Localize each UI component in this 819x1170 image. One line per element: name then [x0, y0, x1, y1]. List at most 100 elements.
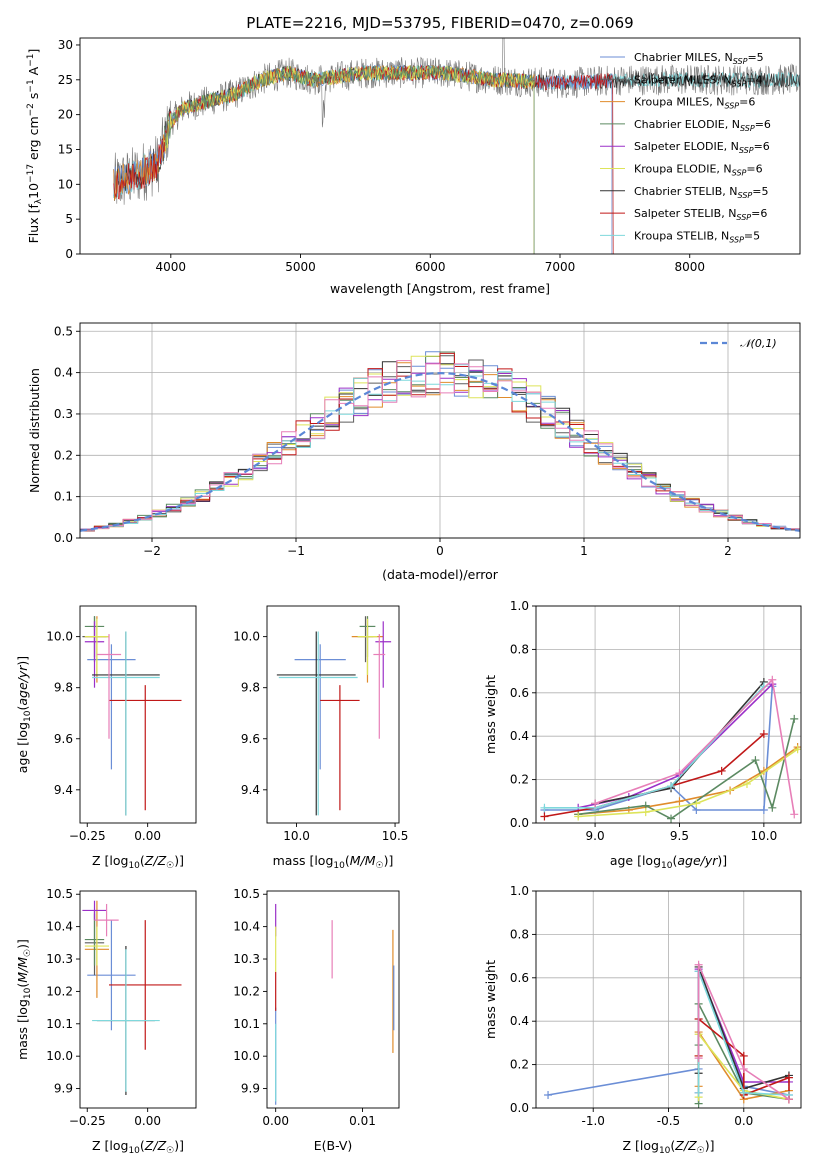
- y-tick-label: 9.9: [241, 1082, 260, 1096]
- series-marker: [759, 805, 768, 814]
- plot-content: [82, 616, 182, 816]
- figure-title: PLATE=2216, MJD=53795, FIBERID=0470, z=0…: [246, 14, 633, 32]
- x-axis-label: mass [log10(M/M☉)]: [273, 853, 394, 871]
- y-tick-label: 9.9: [54, 1082, 73, 1096]
- legend-entry: Salpeter ELODIE, NSSP=6: [634, 140, 770, 155]
- x-tick-label: 6000: [415, 260, 446, 274]
- y-tick-label: 9.6: [54, 732, 73, 746]
- y-tick-label: 0.8: [510, 927, 529, 941]
- y-tick-label: 25: [58, 73, 73, 87]
- y-tick-label: 0.0: [54, 531, 73, 545]
- x-tick-label: 0.0: [734, 1114, 753, 1128]
- x-tick-label: 1: [580, 544, 588, 558]
- series-marker: [739, 1051, 748, 1060]
- gaussian-curve: [80, 371, 800, 532]
- x-axis-label: wavelength [Angstrom, rest frame]: [330, 281, 550, 296]
- y-tick-label: 9.4: [54, 783, 73, 797]
- series-marker: [793, 745, 801, 754]
- x-axis-label: Z [log10(Z/Z☉)]: [622, 1138, 714, 1156]
- series-line: [594, 678, 795, 815]
- x-tick-label: 2: [724, 544, 732, 558]
- legend-entry: 𝒩(0,1): [740, 337, 777, 350]
- series-marker: [759, 730, 768, 739]
- histogram-extra: [80, 360, 800, 533]
- series-marker: [739, 1064, 748, 1073]
- y-tick-label: 0.0: [510, 1101, 529, 1115]
- x-tick-label: −1: [287, 544, 305, 558]
- y-tick-label: 0.4: [54, 366, 73, 380]
- y-tick-label: 10.5: [233, 887, 260, 901]
- x-axis-label: Z [log10(Z/Z☉)]: [92, 1138, 184, 1156]
- x-tick-label: 0.00: [134, 829, 161, 843]
- series-marker: [768, 803, 777, 812]
- plot-content: [82, 900, 182, 1096]
- legend-entry: Chabrier ELODIE, NSSP=6: [634, 118, 771, 133]
- axes-frame: [535, 605, 802, 824]
- x-tick-label: −2: [143, 544, 161, 558]
- series-marker: [790, 714, 799, 723]
- legend-entry: Salpeter STELIB, NSSP=6: [634, 207, 767, 222]
- plot-content: [540, 675, 801, 823]
- y-axis-label: Flux [fλ10−17 erg cm−2 s−1 A−1]: [26, 49, 44, 244]
- y-axis-label: Normed distribution: [27, 368, 42, 493]
- y-tick-label: 10.5: [46, 887, 73, 901]
- series-line: [544, 733, 765, 818]
- y-tick-label: 0.2: [54, 448, 73, 462]
- y-tick-label: 10.2: [233, 984, 260, 998]
- y-tick-label: 0: [65, 247, 73, 261]
- series-marker: [692, 799, 701, 808]
- axes-frame: [266, 605, 400, 824]
- series-marker: [694, 1088, 703, 1097]
- model-line: [163, 64, 535, 254]
- x-tick-label: 9.5: [670, 829, 689, 843]
- y-tick-label: 0.4: [510, 1014, 529, 1028]
- x-tick-label: 0: [436, 544, 444, 558]
- y-tick-label: 0.3: [54, 407, 73, 421]
- model-line: [113, 63, 613, 254]
- plot-weight-vs-age: 9.0 9.5 10.0 0.0 0.2 0.4 0.6 0.8 1.0 age [log10(a…: [483, 599, 802, 871]
- y-tick-label: 10.0: [46, 1049, 73, 1063]
- x-tick-label: -1.0: [582, 1114, 605, 1128]
- plot-weight-vs-Z: -1.0 -0.5 0.0 0.0 0.2 0.4 0.6 0.8 1.0 Z [log10(Z/…: [483, 884, 802, 1156]
- series-marker: [544, 1090, 553, 1099]
- axes-frame: [79, 605, 197, 824]
- series-marker: [540, 812, 549, 821]
- x-tick-label: 4000: [156, 260, 187, 274]
- x-tick-label: 0.00: [262, 1114, 289, 1128]
- x-tick-label: 5000: [285, 260, 316, 274]
- series-line: [544, 685, 765, 809]
- x-tick-label: 10.0: [283, 829, 310, 843]
- y-tick-label: 10.3: [46, 952, 73, 966]
- y-tick-label: 30: [58, 38, 73, 52]
- y-tick-label: 0.1: [54, 490, 73, 504]
- plot-content: [275, 903, 395, 1105]
- y-tick-label: 0.4: [510, 729, 529, 743]
- x-axis-label: E(B-V): [314, 1138, 353, 1153]
- y-tick-label: 10.0: [46, 630, 73, 644]
- plot-residuals: −2 −1 0 1 2 0.0 0.1 0.2 0.3 0.4 0.5 (data-model)/er…: [27, 322, 801, 582]
- model-line: [163, 64, 535, 254]
- series-marker: [751, 756, 760, 765]
- x-tick-label: 10.5: [382, 829, 409, 843]
- series-marker: [675, 797, 684, 806]
- y-tick-label: 10.4: [233, 920, 260, 934]
- y-tick-label: 0.2: [510, 773, 529, 787]
- y-axis-label: mass weight: [483, 675, 498, 754]
- series-marker: [641, 808, 650, 817]
- y-tick-label: 20: [58, 108, 73, 122]
- series-marker: [784, 1073, 793, 1082]
- plot-content: [113, 38, 800, 254]
- x-tick-label: 8000: [674, 260, 705, 274]
- series-marker: [768, 675, 777, 684]
- model-line: [113, 64, 614, 254]
- plot-age-vs-Z: −0.25 0.00 9.4 9.6 9.8 10.0 Z [log10(Z/Z☉)] age…: [15, 605, 197, 871]
- x-axis-label: age [log10(age/yr)]: [610, 853, 727, 871]
- series-marker: [694, 960, 703, 969]
- plot-content: [544, 960, 793, 1108]
- series-marker: [790, 810, 799, 819]
- x-tick-label: 10.0: [751, 829, 778, 843]
- axes-frame: [266, 890, 400, 1109]
- axes-frame: [79, 890, 197, 1109]
- x-tick-label: −0.25: [69, 1114, 106, 1128]
- y-tick-label: 9.8: [241, 681, 260, 695]
